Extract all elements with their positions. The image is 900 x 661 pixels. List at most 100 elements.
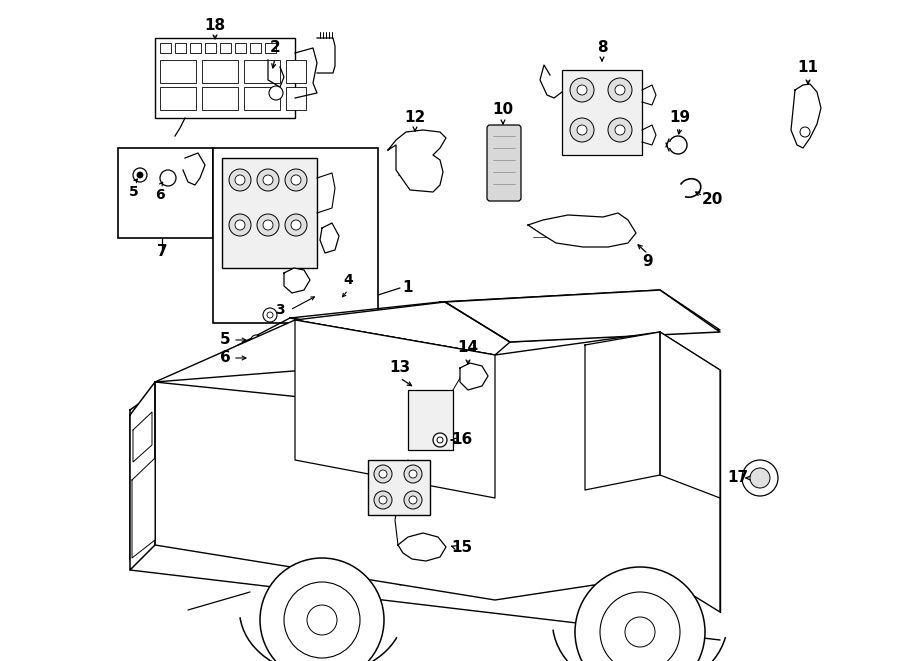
Circle shape xyxy=(250,352,262,364)
Bar xyxy=(244,87,280,110)
Circle shape xyxy=(263,175,273,185)
Text: 20: 20 xyxy=(701,192,723,208)
Circle shape xyxy=(229,214,251,236)
Polygon shape xyxy=(290,302,510,350)
Polygon shape xyxy=(528,213,636,247)
Text: 18: 18 xyxy=(204,17,226,32)
Bar xyxy=(205,43,216,53)
Circle shape xyxy=(615,125,625,135)
Text: 15: 15 xyxy=(452,541,472,555)
Polygon shape xyxy=(440,290,720,342)
Text: 2: 2 xyxy=(270,40,281,56)
Bar xyxy=(160,87,196,110)
Bar xyxy=(408,390,453,450)
Circle shape xyxy=(251,335,261,345)
Circle shape xyxy=(570,78,594,102)
Circle shape xyxy=(800,127,810,137)
Circle shape xyxy=(285,169,307,191)
Text: 8: 8 xyxy=(597,40,608,56)
Text: 5: 5 xyxy=(220,332,230,348)
Bar xyxy=(286,60,306,83)
Circle shape xyxy=(291,220,301,230)
Circle shape xyxy=(263,308,277,322)
Polygon shape xyxy=(398,533,446,561)
Polygon shape xyxy=(295,320,495,498)
Bar xyxy=(562,70,642,155)
Bar xyxy=(213,148,378,323)
Circle shape xyxy=(625,617,655,647)
Polygon shape xyxy=(585,332,660,490)
Polygon shape xyxy=(320,223,339,253)
Polygon shape xyxy=(133,412,152,462)
Circle shape xyxy=(267,312,273,318)
Circle shape xyxy=(284,582,360,658)
FancyBboxPatch shape xyxy=(487,125,521,201)
Polygon shape xyxy=(130,382,155,570)
Circle shape xyxy=(160,170,176,186)
Text: 6: 6 xyxy=(220,350,230,366)
Bar xyxy=(202,60,238,83)
Circle shape xyxy=(575,567,705,661)
Text: 6: 6 xyxy=(155,188,165,202)
Polygon shape xyxy=(445,290,720,342)
Bar xyxy=(244,60,280,83)
Circle shape xyxy=(750,468,770,488)
Circle shape xyxy=(137,172,143,178)
Circle shape xyxy=(229,169,251,191)
Polygon shape xyxy=(660,332,720,498)
Circle shape xyxy=(235,175,245,185)
Circle shape xyxy=(404,465,422,483)
Text: 7: 7 xyxy=(157,245,167,260)
Circle shape xyxy=(577,125,587,135)
Polygon shape xyxy=(295,302,510,355)
Bar xyxy=(222,158,317,268)
Circle shape xyxy=(374,491,392,509)
Circle shape xyxy=(577,85,587,95)
Text: 4: 4 xyxy=(343,273,353,287)
Polygon shape xyxy=(130,378,175,560)
Circle shape xyxy=(307,605,337,635)
Polygon shape xyxy=(460,363,488,390)
Circle shape xyxy=(285,214,307,236)
Polygon shape xyxy=(284,268,310,293)
Bar xyxy=(286,87,306,110)
Text: 14: 14 xyxy=(457,340,479,356)
Text: 9: 9 xyxy=(643,254,653,270)
Circle shape xyxy=(570,118,594,142)
Text: 12: 12 xyxy=(404,110,426,126)
Bar xyxy=(202,87,238,110)
Circle shape xyxy=(404,491,422,509)
Bar xyxy=(160,60,196,83)
Circle shape xyxy=(742,460,778,496)
Bar xyxy=(175,43,186,53)
Circle shape xyxy=(433,433,447,447)
Text: 11: 11 xyxy=(797,61,818,75)
Circle shape xyxy=(263,220,273,230)
Text: 16: 16 xyxy=(452,432,472,447)
Text: 13: 13 xyxy=(390,360,410,375)
Circle shape xyxy=(409,470,417,478)
Polygon shape xyxy=(155,332,720,612)
Circle shape xyxy=(608,78,632,102)
Polygon shape xyxy=(175,318,490,408)
Text: 5: 5 xyxy=(129,185,139,199)
Circle shape xyxy=(291,175,301,185)
Bar xyxy=(235,43,246,53)
Text: 17: 17 xyxy=(727,471,749,485)
Circle shape xyxy=(600,592,680,661)
Circle shape xyxy=(257,169,279,191)
Text: 10: 10 xyxy=(492,102,514,118)
Polygon shape xyxy=(791,84,821,148)
Bar xyxy=(265,43,276,53)
Circle shape xyxy=(260,558,384,661)
Bar xyxy=(220,43,231,53)
Bar xyxy=(190,43,201,53)
Bar xyxy=(368,460,430,515)
Circle shape xyxy=(437,437,443,443)
Polygon shape xyxy=(388,130,446,192)
Bar xyxy=(160,43,171,53)
Bar xyxy=(118,148,213,238)
Bar xyxy=(155,38,295,118)
Text: 3: 3 xyxy=(275,303,284,317)
Circle shape xyxy=(257,214,279,236)
